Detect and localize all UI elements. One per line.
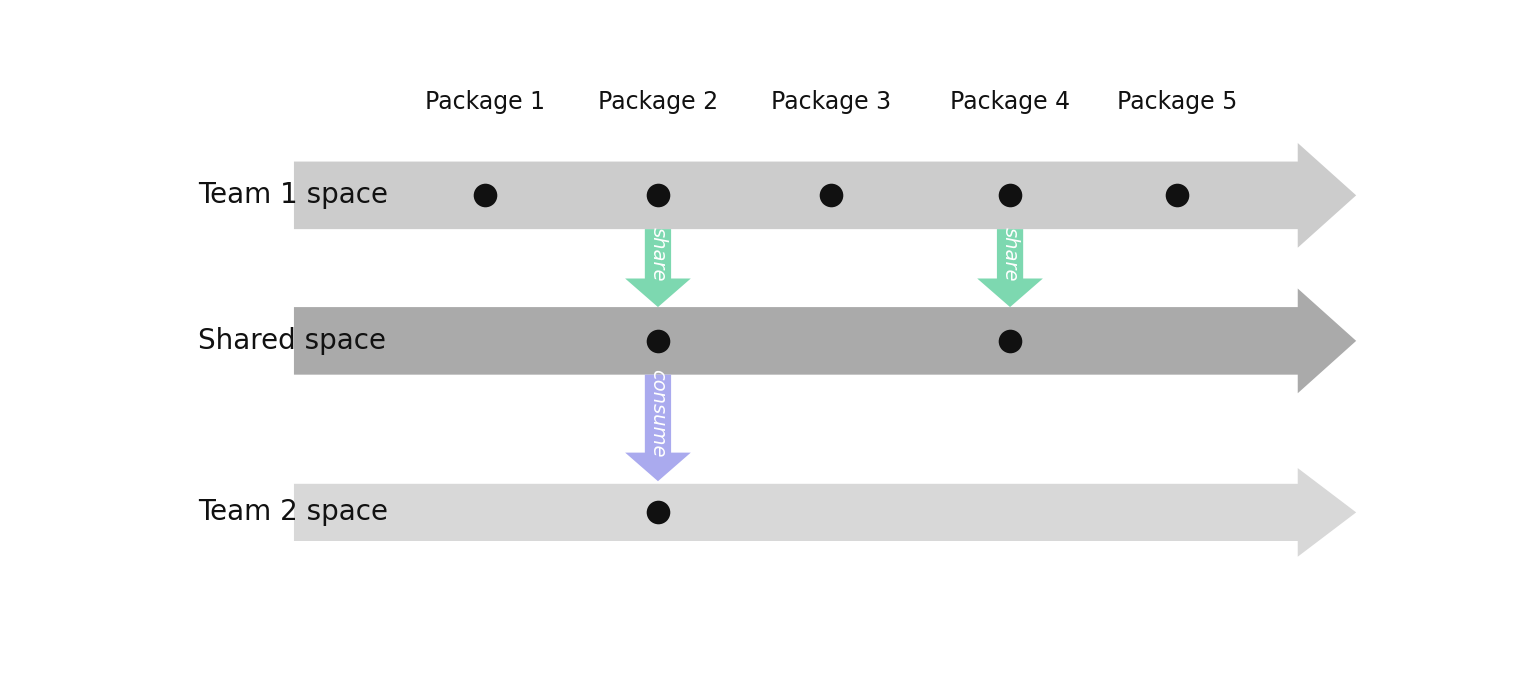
Text: Package 4: Package 4 [950,90,1070,114]
Text: Team 2 space: Team 2 space [199,498,388,526]
Text: Shared space: Shared space [199,327,387,355]
FancyArrow shape [625,229,691,307]
Text: Package 5: Package 5 [1116,90,1237,114]
Text: Team 1 space: Team 1 space [199,182,388,209]
Polygon shape [294,288,1357,394]
Text: share: share [648,227,667,281]
Polygon shape [294,468,1357,557]
Text: Package 3: Package 3 [772,90,892,114]
FancyArrow shape [978,229,1043,307]
Text: share: share [1001,227,1019,281]
Text: Package 2: Package 2 [598,90,718,114]
Text: Package 1: Package 1 [425,90,545,114]
Polygon shape [294,143,1357,248]
Text: consume: consume [648,369,667,458]
FancyArrow shape [625,375,691,481]
